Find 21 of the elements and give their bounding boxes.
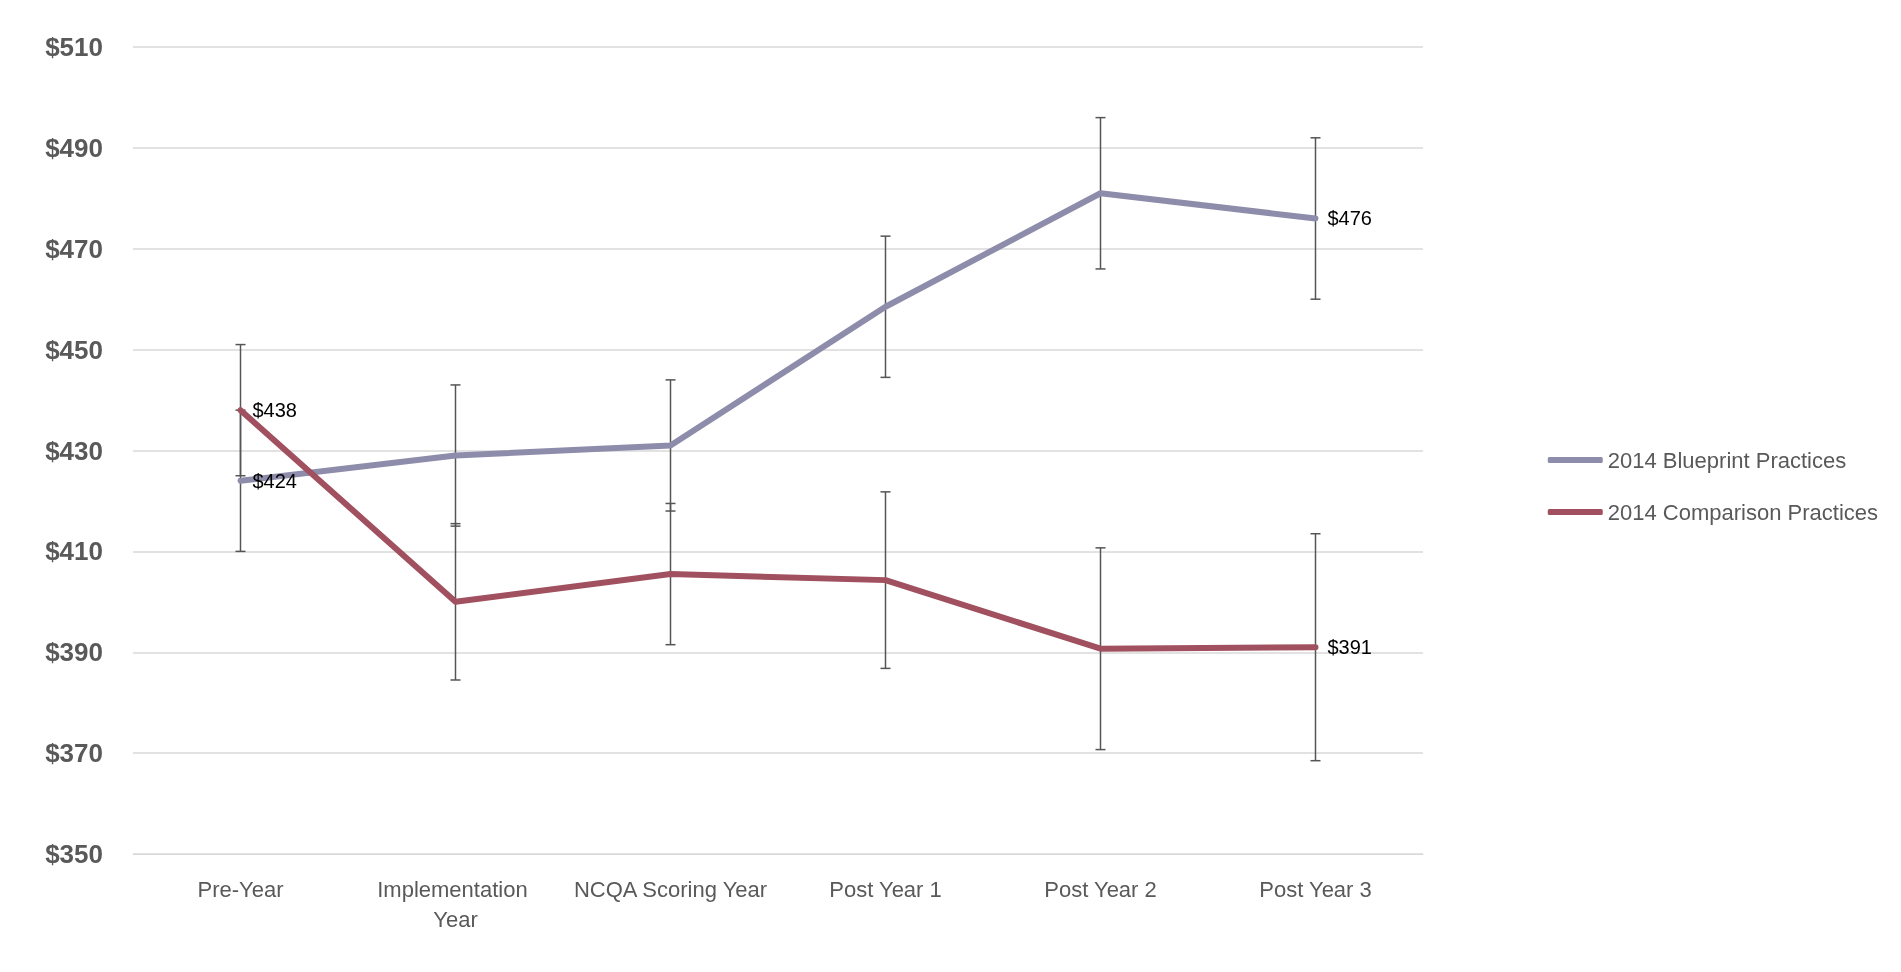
- y-tick-label: $470: [45, 233, 103, 264]
- data-label: $438: [252, 399, 297, 422]
- y-tick-label: $370: [45, 738, 103, 769]
- x-tick-label: NCQA Scoring Year: [573, 876, 768, 902]
- x-tick-label: Post Year 3: [1259, 876, 1372, 902]
- y-tick-label: $450: [45, 334, 103, 365]
- y-tick-label: $490: [45, 132, 103, 163]
- x-tick-label: Post Year 2: [1044, 876, 1157, 902]
- data-label: $476: [1327, 207, 1372, 230]
- y-tick-label: $390: [45, 637, 103, 668]
- x-tick-label: Pre-Year: [197, 876, 284, 902]
- legend-label: 2014 Blueprint Practices: [1607, 447, 1847, 473]
- legend-label: 2014 Comparison Practices: [1607, 499, 1879, 525]
- data-label: $424: [252, 469, 297, 492]
- data-label: $391: [1327, 636, 1372, 659]
- y-tick-label: $430: [45, 435, 103, 466]
- x-tick-label: Implementation Year: [377, 876, 534, 932]
- y-tick-label: $510: [45, 32, 103, 62]
- y-tick-label: $410: [45, 536, 103, 567]
- x-tick-label: Post Year 1: [829, 876, 942, 902]
- y-tick-label: $350: [45, 839, 103, 869]
